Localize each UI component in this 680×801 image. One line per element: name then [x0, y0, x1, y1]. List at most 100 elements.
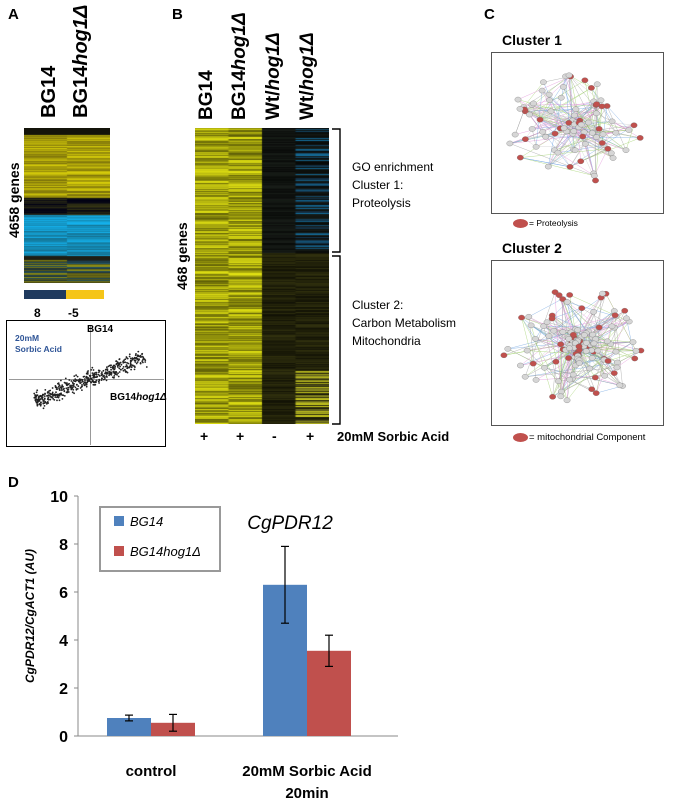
scatter-point	[50, 396, 53, 399]
network-node	[532, 377, 540, 383]
scatter-point	[139, 362, 142, 365]
y-tick-label: 6	[59, 585, 68, 602]
scatter-point	[111, 376, 114, 379]
network-node-highlighted	[516, 154, 524, 161]
network-edge	[592, 293, 607, 338]
sign-4: +	[306, 428, 315, 444]
network-node-highlighted	[557, 341, 565, 348]
network-node	[586, 365, 594, 372]
x-category-label: 20min	[285, 785, 328, 801]
scatter-point	[42, 407, 45, 410]
scatter-point	[63, 390, 66, 392]
scatter-point	[117, 372, 119, 375]
network-edge	[552, 350, 642, 397]
network-node-highlighted	[595, 126, 603, 132]
scatter-point	[89, 375, 92, 378]
scatter-y-axis	[90, 325, 91, 445]
scatter-point	[91, 366, 94, 369]
scatter-point	[43, 395, 46, 397]
network-node	[597, 97, 605, 104]
scatter-point	[91, 380, 94, 383]
panel-c-letter: C	[484, 6, 495, 23]
network-node	[570, 128, 578, 134]
network-node	[612, 130, 620, 136]
scale-right-label: -5	[68, 306, 79, 320]
scatter-point	[38, 395, 40, 398]
scatter-point	[105, 375, 108, 377]
network-node-highlighted	[551, 289, 559, 295]
scatter-point	[116, 374, 118, 376]
network-node-highlighted	[621, 307, 629, 314]
panel-a-scatter-box: 20mM Sorbic Acid BG14 BG14hog1Δ	[6, 320, 167, 447]
scatter-point	[96, 375, 98, 378]
network-edge	[606, 105, 630, 131]
network-node-highlighted	[611, 312, 619, 319]
scatter-point	[57, 385, 60, 388]
network-node-highlighted	[569, 331, 577, 338]
network-node	[563, 397, 571, 404]
scatter-point	[139, 354, 142, 357]
scatter-point	[70, 380, 73, 382]
network-edge	[517, 76, 571, 100]
network-node-highlighted	[536, 116, 544, 123]
scatter-point	[137, 359, 140, 362]
scatter-point	[135, 362, 138, 365]
network-node	[547, 108, 555, 114]
network-edge	[531, 103, 597, 106]
y-tick-label: 4	[59, 633, 68, 650]
scatter-point	[128, 355, 131, 358]
scatter-point	[101, 371, 103, 374]
network-edge	[507, 332, 572, 350]
scatter-point	[85, 382, 87, 385]
network-node	[603, 338, 611, 345]
scatter-point	[141, 360, 144, 362]
scatter-point	[40, 398, 42, 400]
scatter-point	[34, 394, 36, 396]
scatter-point	[106, 369, 109, 372]
scatter-point	[68, 382, 70, 385]
cluster2-title: Cluster 2	[502, 240, 562, 256]
scatter-point	[110, 366, 112, 369]
scatter-point	[113, 368, 116, 371]
scatter-point	[126, 367, 129, 370]
network-node	[560, 84, 567, 90]
mito-legend-swatch	[513, 433, 528, 442]
scatter-point	[75, 388, 78, 391]
network-node	[614, 359, 621, 366]
scatter-point	[126, 361, 128, 364]
scatter-condition-label: 20mM Sorbic Acid	[15, 333, 62, 354]
network-edge	[529, 80, 586, 115]
network-node	[565, 336, 573, 342]
scatter-point	[56, 399, 58, 402]
network-edge	[595, 338, 635, 359]
network-node	[629, 339, 637, 345]
network-node	[622, 147, 630, 153]
scatter-point	[58, 384, 61, 387]
scatter-point	[98, 378, 101, 381]
network-node	[550, 327, 558, 334]
network-edge	[536, 145, 605, 148]
network-edge	[521, 317, 536, 339]
network-node	[517, 362, 524, 369]
network-edge	[566, 321, 630, 401]
network-node	[532, 144, 540, 150]
network-node	[514, 96, 522, 103]
scatter-point	[43, 397, 46, 400]
scatter-point	[91, 372, 94, 374]
network-edge	[532, 109, 576, 130]
scatter-point	[145, 366, 148, 368]
scatter-point	[84, 379, 86, 382]
panel-d-letter: D	[8, 474, 19, 491]
cluster1-title: Cluster 1	[502, 32, 562, 48]
scatter-point	[84, 378, 86, 380]
scatter-point	[120, 363, 123, 366]
scatter-point	[49, 398, 52, 401]
network-edge	[595, 318, 627, 394]
network-edge	[551, 307, 582, 319]
scatter-point	[108, 370, 111, 373]
network-edge	[565, 76, 570, 123]
network-edge	[593, 84, 598, 102]
network-node	[563, 299, 571, 305]
scatter-point	[83, 381, 86, 384]
network-node	[540, 79, 547, 85]
